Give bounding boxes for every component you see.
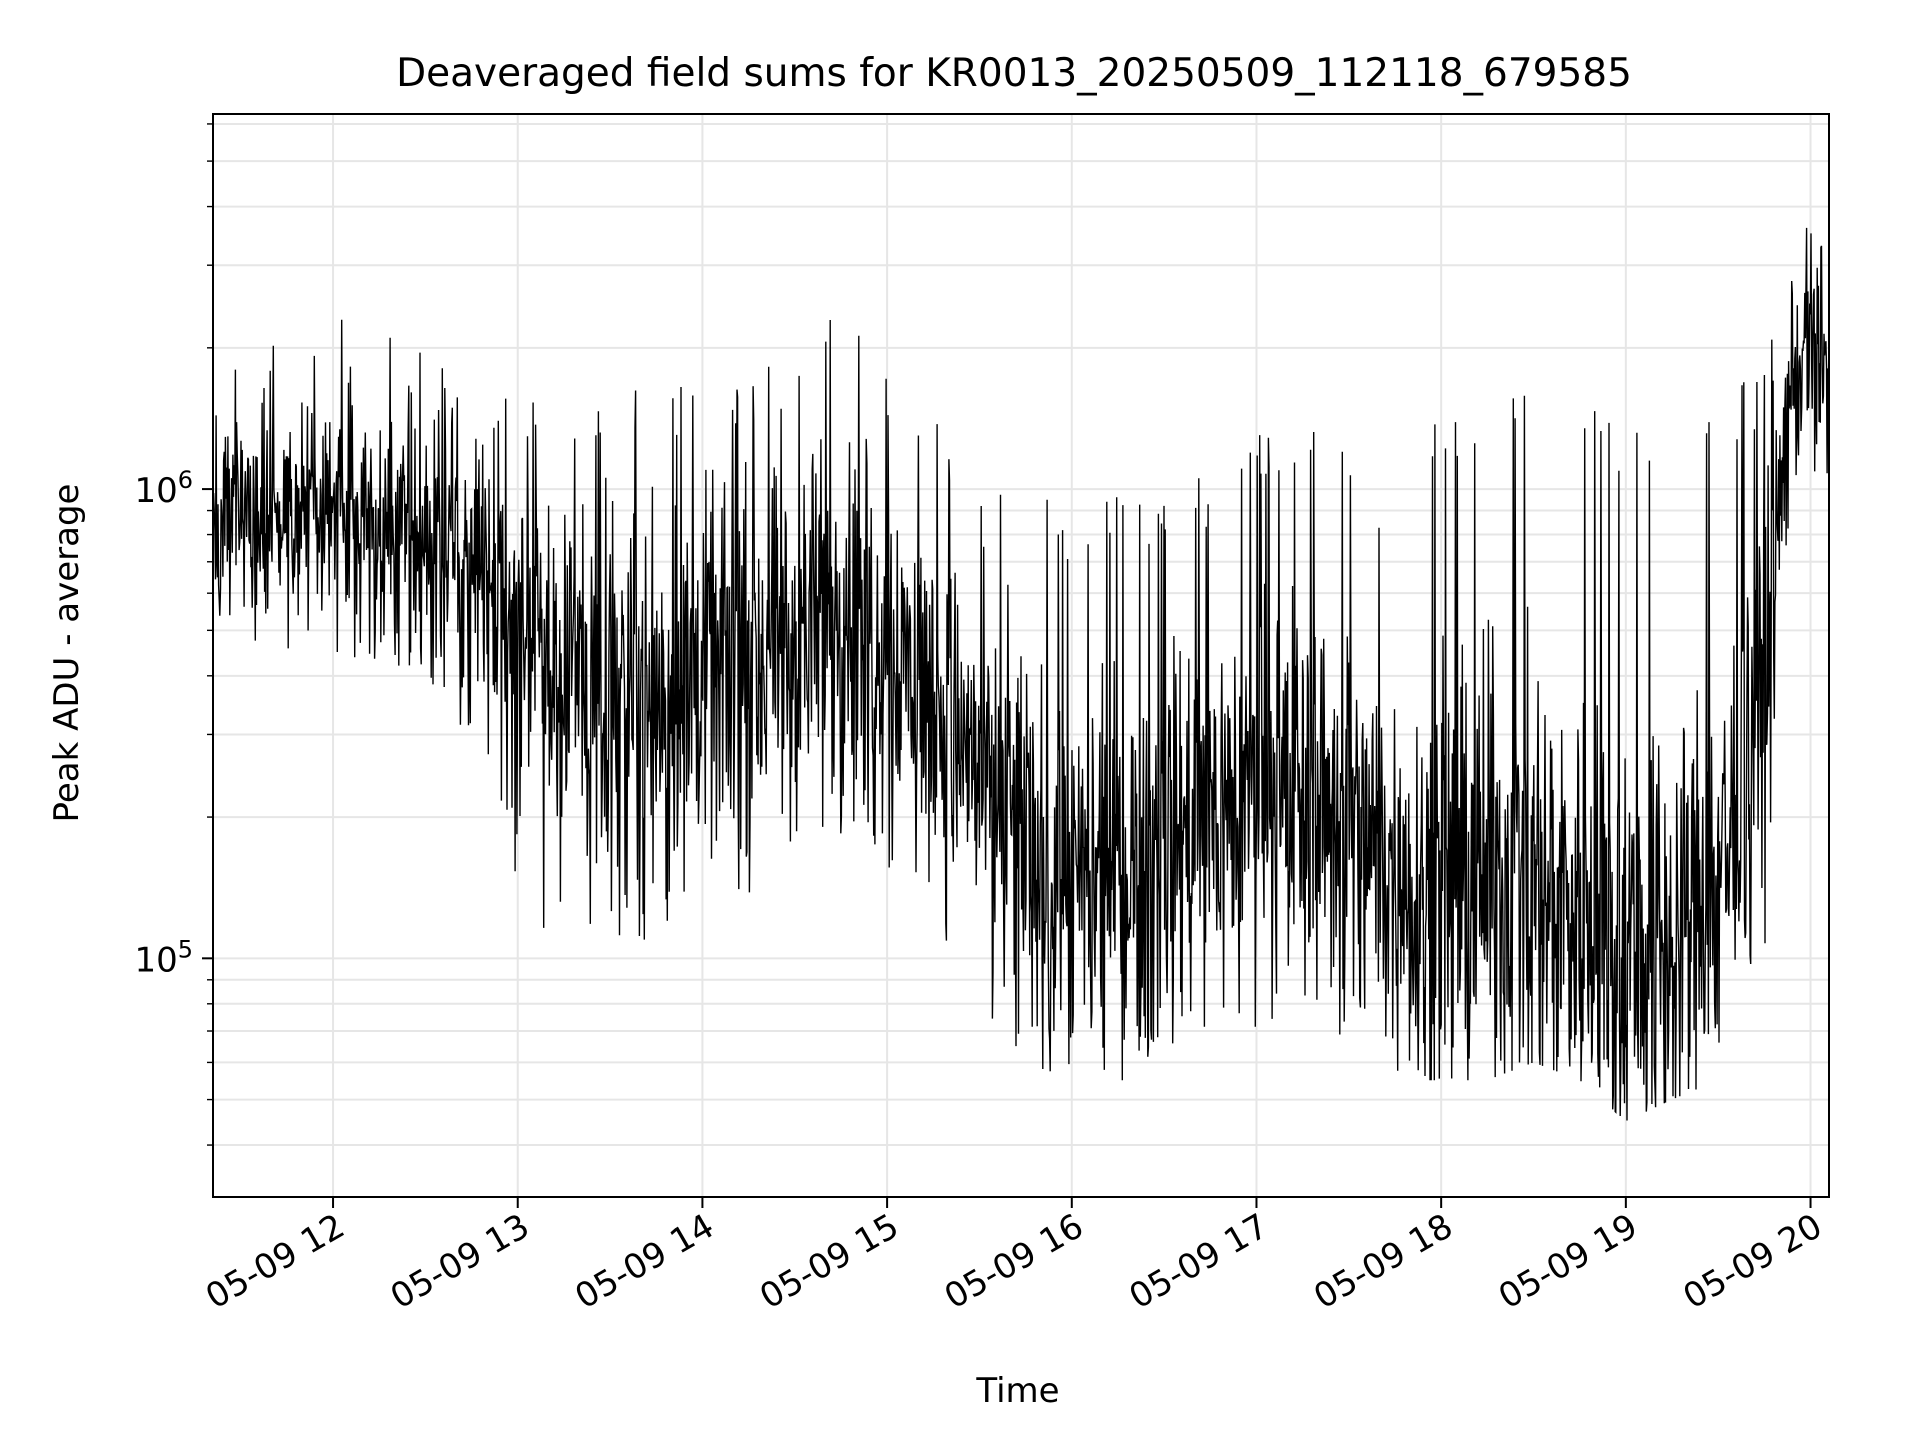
series-layer — [212, 227, 1830, 1121]
y-axis: 105 106 — [134, 123, 213, 1146]
y-axis-label: Peak ADU - average — [47, 484, 87, 823]
series-line — [212, 227, 1830, 1121]
x-axis-label: Time — [975, 1371, 1059, 1411]
y-tick-label: 105 — [134, 935, 193, 980]
chart-title: Deaveraged field sums for KR0013_2025050… — [396, 51, 1632, 96]
plot-frame — [212, 113, 1830, 1198]
y-tick-label: 106 — [134, 466, 193, 511]
